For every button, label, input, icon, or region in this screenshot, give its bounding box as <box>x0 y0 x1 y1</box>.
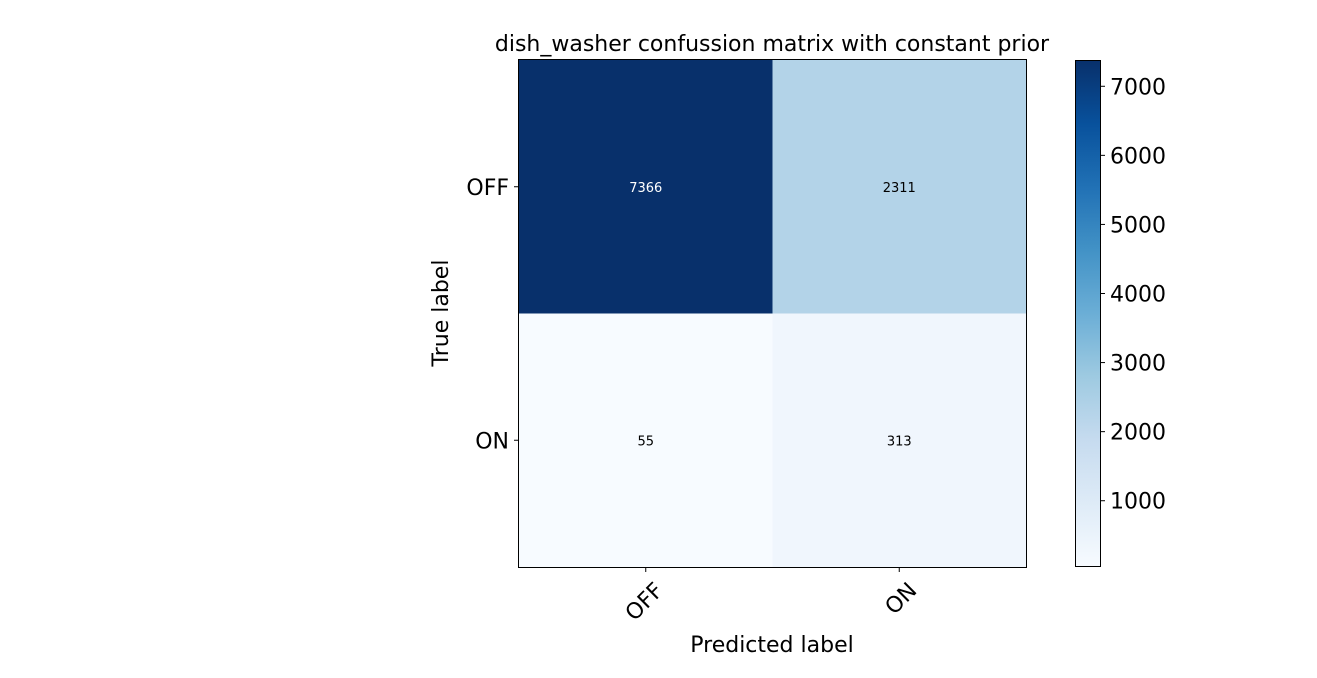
heatmap-cell-labels: 7366 2311 55 313 <box>629 181 916 450</box>
y-axis-label: True label <box>429 260 454 368</box>
heatmap-cell-on-on <box>772 313 1027 568</box>
heatmap-cells <box>519 60 1027 568</box>
heatmap-cell-off-on <box>772 60 1027 314</box>
heatmap-cell-on-off <box>519 313 773 568</box>
plot-frame <box>518 59 1027 568</box>
colorbar-tick-label: 4000 <box>1110 283 1166 308</box>
x-axis-ticks: OFF ON <box>621 567 922 626</box>
x-tick-label: OFF <box>621 578 669 626</box>
chart-title: dish_washer confussion matrix with const… <box>495 32 1050 57</box>
colorbar-ticks: 1000 2000 3000 4000 5000 6000 7000 <box>1100 75 1166 515</box>
y-axis-ticks: OFF ON <box>466 176 519 454</box>
colorbar-tick-label: 1000 <box>1110 490 1166 515</box>
colorbar-tick-label: 2000 <box>1110 421 1166 446</box>
cell-value-label: 55 <box>637 434 654 449</box>
colorbar <box>1075 60 1101 567</box>
cell-value-label: 2311 <box>883 181 916 196</box>
colorbar-tick-label: 3000 <box>1110 352 1166 377</box>
colorbar-tick-label: 7000 <box>1110 75 1166 100</box>
x-tick-label: ON <box>881 578 923 620</box>
y-tick-label: ON <box>475 429 509 454</box>
heatmap-cell-off-off <box>519 60 773 314</box>
y-tick-label: OFF <box>466 176 509 201</box>
cell-value-label: 313 <box>887 434 912 449</box>
colorbar-tick-label: 5000 <box>1110 213 1166 238</box>
x-axis-label: Predicted label <box>690 633 853 658</box>
cell-value-label: 7366 <box>629 181 662 196</box>
colorbar-tick-label: 6000 <box>1110 144 1166 169</box>
